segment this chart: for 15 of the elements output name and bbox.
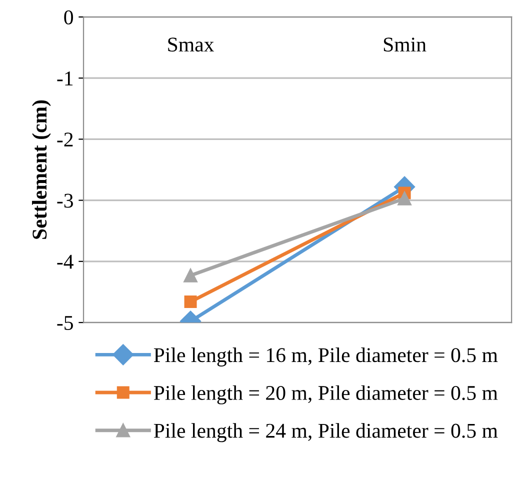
y-tick-label: -4 xyxy=(57,254,74,269)
y-tick-label: 0 xyxy=(64,10,74,24)
y-tick-label: -1 xyxy=(57,72,73,86)
y-tick-label: -2 xyxy=(57,132,73,146)
x-tick-label: Smax xyxy=(168,38,214,52)
x-tick-label: Smin xyxy=(384,38,426,52)
legend-label: Pile length = 24 m, Pile diameter = 0.5 m xyxy=(154,423,498,442)
y-tick-label: -5 xyxy=(57,316,73,330)
y-tick-label: -3 xyxy=(57,194,73,208)
point xyxy=(184,268,198,282)
point xyxy=(184,295,197,308)
legend-label: Pile length = 16 m, Pile diameter = 0.5 m xyxy=(154,348,498,366)
y-axis-title: Settlement (cm) xyxy=(32,100,51,239)
point xyxy=(398,192,412,206)
legend-label: Pile length = 20 m, Pile diameter = 0.5 m xyxy=(154,385,498,404)
